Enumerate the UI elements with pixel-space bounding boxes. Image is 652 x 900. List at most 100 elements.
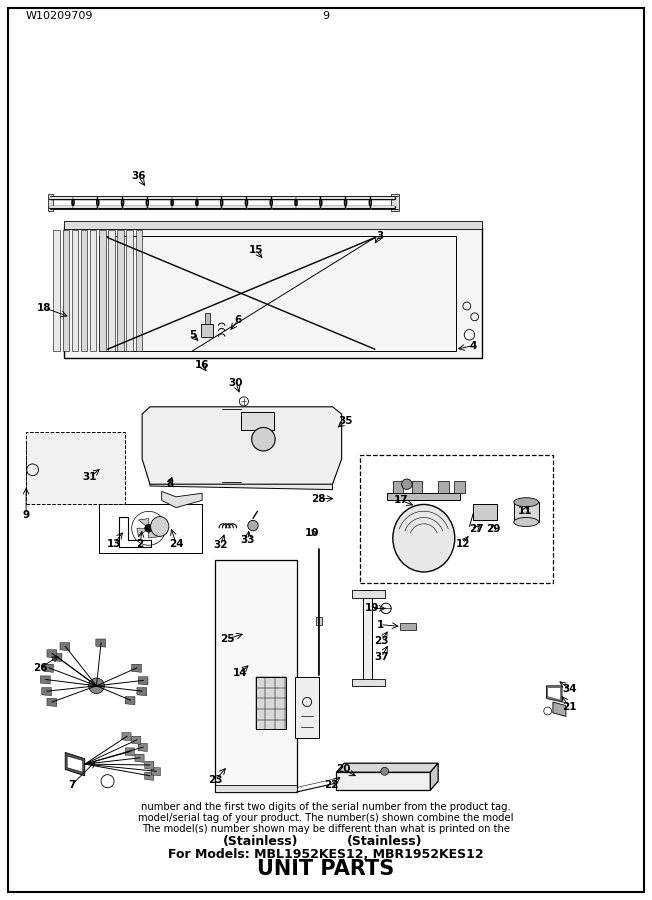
Polygon shape — [64, 221, 482, 229]
Polygon shape — [438, 481, 449, 493]
Polygon shape — [548, 688, 561, 700]
Text: (Stainless): (Stainless) — [347, 835, 422, 848]
Polygon shape — [119, 517, 151, 547]
Polygon shape — [393, 481, 403, 493]
Text: 13: 13 — [107, 538, 121, 549]
Text: 6: 6 — [234, 315, 242, 326]
Text: 31: 31 — [83, 472, 97, 482]
Polygon shape — [454, 481, 465, 493]
Text: UNIT PARTS: UNIT PARTS — [258, 860, 394, 879]
Polygon shape — [132, 664, 141, 672]
Circle shape — [248, 520, 258, 531]
Polygon shape — [60, 643, 70, 651]
Text: 19: 19 — [364, 603, 379, 614]
Text: 22: 22 — [324, 779, 338, 790]
Polygon shape — [205, 313, 210, 324]
Polygon shape — [256, 677, 286, 729]
Polygon shape — [40, 676, 50, 684]
Polygon shape — [391, 194, 399, 211]
Polygon shape — [151, 768, 160, 776]
Text: 30: 30 — [229, 378, 243, 389]
Polygon shape — [336, 763, 438, 772]
Polygon shape — [42, 688, 52, 696]
Text: 28: 28 — [311, 493, 325, 504]
Polygon shape — [336, 772, 430, 790]
Polygon shape — [149, 520, 160, 528]
Polygon shape — [138, 518, 149, 528]
Text: 35: 35 — [338, 416, 353, 427]
Text: 16: 16 — [195, 360, 209, 371]
Circle shape — [464, 329, 475, 340]
Text: 27: 27 — [469, 524, 483, 535]
Polygon shape — [145, 772, 154, 780]
Polygon shape — [136, 230, 142, 351]
Polygon shape — [53, 230, 60, 351]
Text: For Models: MBL1952KES12, MBR1952KES12: For Models: MBL1952KES12, MBR1952KES12 — [168, 849, 484, 861]
Circle shape — [101, 775, 114, 788]
Text: 33: 33 — [241, 535, 255, 545]
Polygon shape — [99, 230, 106, 351]
Text: 17: 17 — [394, 495, 408, 506]
Text: 8: 8 — [166, 479, 173, 490]
Text: 2: 2 — [136, 538, 144, 549]
Bar — [26, 432, 125, 504]
Text: 23: 23 — [374, 635, 389, 646]
Text: 10: 10 — [304, 527, 319, 538]
Circle shape — [145, 525, 153, 532]
Text: (Stainless): (Stainless) — [223, 835, 299, 848]
Text: 25: 25 — [220, 634, 234, 644]
Polygon shape — [138, 743, 147, 752]
Polygon shape — [149, 528, 159, 538]
Polygon shape — [108, 230, 115, 351]
Polygon shape — [48, 194, 53, 211]
Polygon shape — [387, 493, 460, 500]
Polygon shape — [117, 230, 124, 351]
Text: 18: 18 — [37, 302, 52, 313]
Polygon shape — [52, 653, 62, 662]
Polygon shape — [142, 407, 342, 484]
Polygon shape — [63, 230, 69, 351]
Text: 26: 26 — [33, 662, 48, 673]
Text: 15: 15 — [248, 245, 263, 256]
Text: 7: 7 — [68, 779, 76, 790]
Polygon shape — [44, 664, 53, 672]
Polygon shape — [295, 677, 319, 738]
Circle shape — [381, 768, 389, 775]
Text: 36: 36 — [131, 171, 145, 182]
Polygon shape — [137, 528, 149, 536]
Polygon shape — [553, 702, 566, 716]
Text: 32: 32 — [213, 540, 228, 551]
Ellipse shape — [151, 517, 169, 536]
Polygon shape — [137, 688, 147, 696]
Text: 24: 24 — [169, 538, 183, 549]
Text: 34: 34 — [563, 684, 577, 695]
Text: 14: 14 — [233, 668, 247, 679]
Polygon shape — [473, 504, 497, 520]
Bar — [99, 504, 202, 553]
Polygon shape — [241, 412, 274, 430]
Text: 9: 9 — [323, 11, 329, 22]
Polygon shape — [215, 560, 297, 792]
Ellipse shape — [393, 504, 455, 572]
Polygon shape — [162, 491, 202, 508]
Polygon shape — [215, 785, 297, 792]
Ellipse shape — [514, 518, 539, 526]
Polygon shape — [135, 754, 144, 762]
Polygon shape — [412, 481, 422, 493]
Circle shape — [544, 707, 552, 715]
Text: 37: 37 — [374, 652, 389, 662]
Polygon shape — [125, 697, 135, 705]
Text: 1: 1 — [376, 619, 384, 630]
Polygon shape — [132, 736, 141, 744]
Text: The model(s) number shown may be different than what is printed on the: The model(s) number shown may be differe… — [142, 824, 510, 834]
Text: 20: 20 — [336, 764, 350, 775]
Text: number and the first two digits of the serial number from the product tag.: number and the first two digits of the s… — [141, 802, 511, 813]
Circle shape — [89, 678, 104, 694]
Polygon shape — [126, 230, 133, 351]
Text: 3: 3 — [376, 230, 383, 241]
Circle shape — [402, 479, 412, 490]
Polygon shape — [67, 756, 83, 772]
Text: 4: 4 — [469, 340, 477, 351]
Polygon shape — [150, 479, 333, 490]
Circle shape — [239, 397, 248, 406]
